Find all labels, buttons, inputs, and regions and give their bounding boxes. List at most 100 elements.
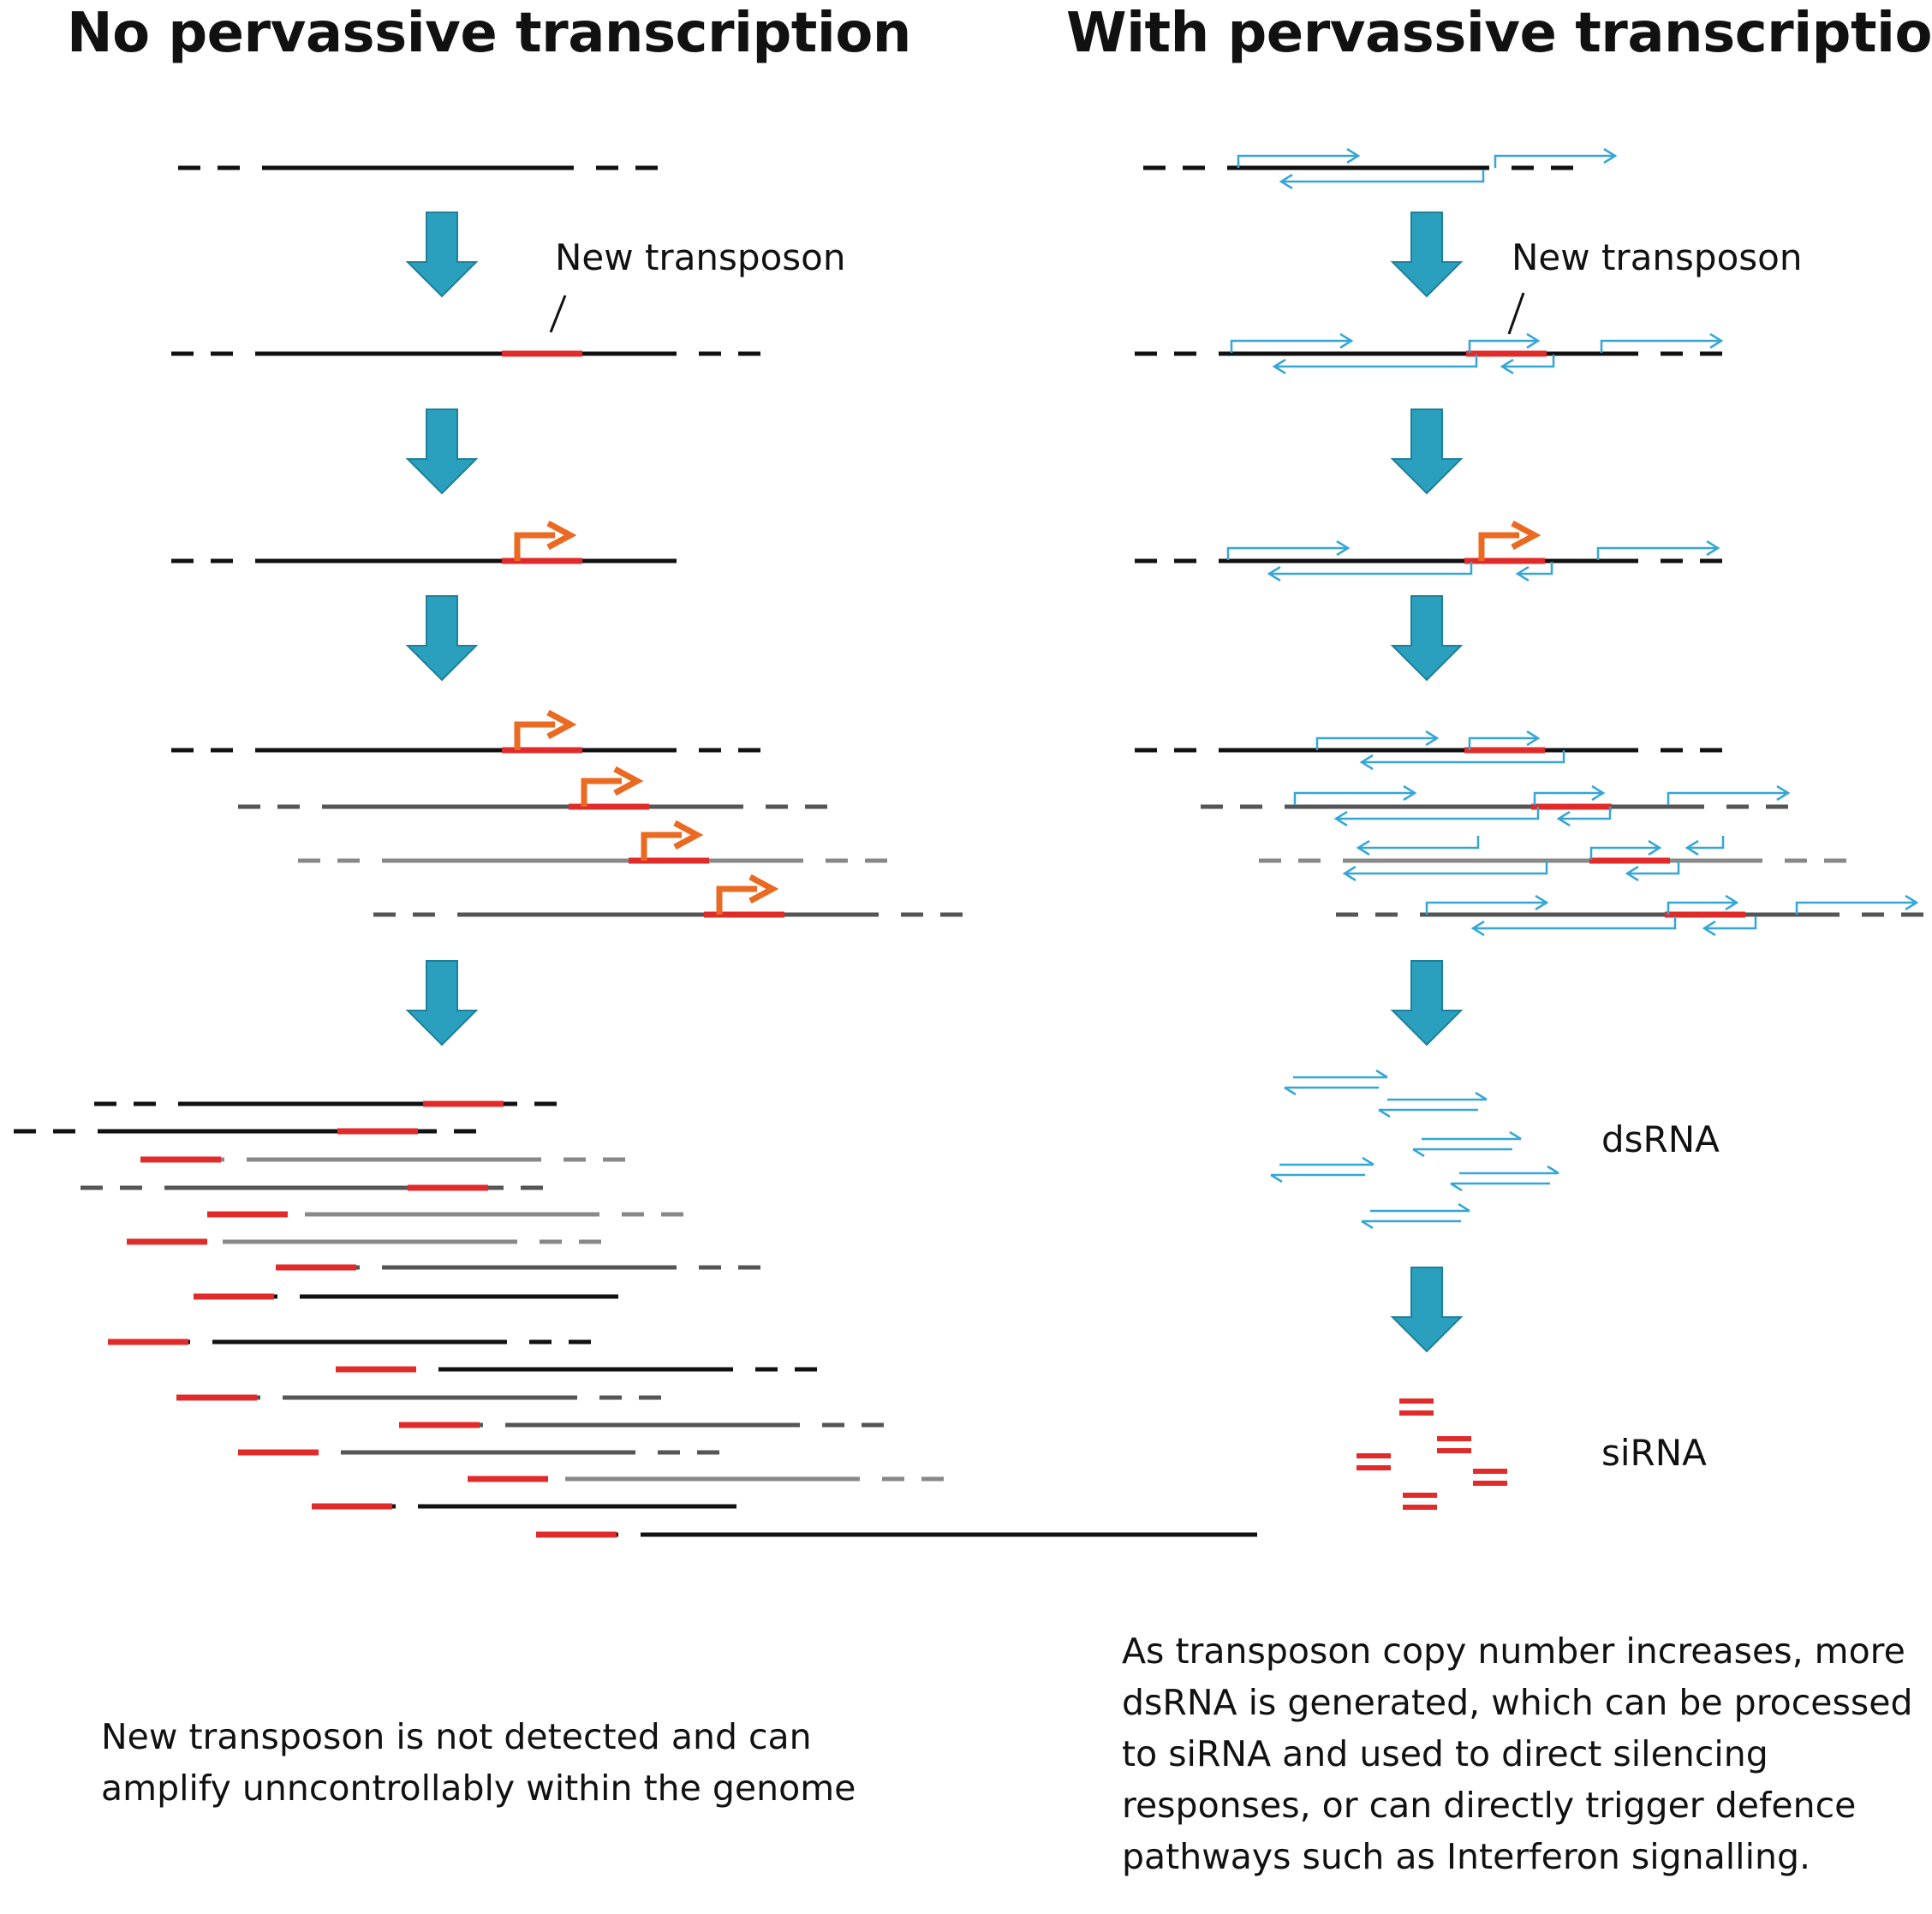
sirna-molecule	[1403, 1493, 1437, 1510]
caption-left: New transposon is not detected and can a…	[101, 1711, 957, 1814]
transcript-head	[1470, 920, 1485, 937]
transcript-line	[1237, 154, 1358, 168]
transcript-head	[1339, 332, 1354, 349]
transcript-head	[1725, 894, 1739, 911]
flow-down-arrow	[1390, 595, 1464, 682]
transcript-reverse	[1279, 170, 1485, 190]
transcript-reverse	[1356, 836, 1480, 856]
transcript-forward	[1795, 894, 1919, 915]
transcript-line	[1518, 562, 1553, 575]
flow-down-arrow	[1390, 408, 1464, 495]
transcript-head	[1279, 173, 1293, 190]
transcript-line	[1494, 154, 1615, 168]
promoter-arrow	[716, 874, 779, 915]
caption-right-line: responses, or can directly trigger defen…	[1122, 1785, 1857, 1826]
flow-down-arrow	[405, 960, 479, 1046]
transcript-reverse	[1500, 355, 1555, 375]
transcript-head	[1356, 839, 1370, 856]
transcript-head	[1591, 784, 1606, 802]
transcript-forward	[1667, 894, 1739, 915]
promoter-arrow	[1478, 520, 1541, 561]
transcript-line	[1345, 862, 1548, 875]
transcript-line	[1315, 736, 1437, 750]
promoter-stem	[1478, 532, 1519, 561]
flow-down-arrow	[405, 595, 479, 682]
title-no-pervasive-transcription: No pervassive transcription	[67, 2, 911, 65]
transcript-line	[1533, 791, 1603, 805]
transcript-forward	[1293, 784, 1417, 805]
transcript-head	[1526, 332, 1541, 349]
dsrna-strand	[1370, 1202, 1470, 1213]
transcript-line	[1274, 355, 1478, 368]
transcript-head	[1648, 839, 1662, 856]
dsrna-strand	[1459, 1165, 1559, 1175]
transcript-forward	[1589, 839, 1662, 860]
transcript-line	[1425, 901, 1547, 915]
transcript-head	[1500, 358, 1514, 375]
promoter-stem	[581, 778, 622, 807]
label-sirna: siRNA	[1601, 1432, 1707, 1474]
transcript-head	[1359, 754, 1374, 771]
caption-right: As transposon copy number increases, mor…	[1122, 1625, 1932, 1882]
flow-down-arrow	[1390, 1267, 1464, 1353]
promoter-head	[748, 874, 779, 904]
promoter-arrow	[514, 709, 577, 750]
transcript-forward	[1600, 332, 1724, 353]
transcript-line	[1667, 791, 1788, 805]
flow-down-arrow	[1390, 960, 1464, 1046]
transcript-reverse	[1515, 562, 1553, 582]
promoter-stem	[514, 532, 555, 561]
transcript-line	[1226, 546, 1348, 560]
transcript-head	[1905, 894, 1919, 911]
transcript-line	[1600, 339, 1721, 353]
transcript-head	[1556, 810, 1571, 827]
dsrna-strand	[1361, 1219, 1461, 1230]
transcript-reverse	[1267, 562, 1473, 582]
transcript-line	[1502, 355, 1555, 368]
transcript-head	[1346, 147, 1361, 164]
transcript-head	[1685, 839, 1699, 856]
caption-left-line: New transposon is not detected and can	[101, 1716, 812, 1757]
promoter-head	[613, 766, 644, 796]
dsrna-molecule	[1378, 1091, 1488, 1118]
transcript-head	[1342, 865, 1357, 882]
transcript-line	[1468, 339, 1538, 353]
transcript-line	[1627, 862, 1680, 875]
transcript-head	[1526, 730, 1541, 747]
transcript-forward	[1315, 730, 1440, 750]
transcript-head	[1272, 358, 1286, 375]
transcript-head	[1702, 920, 1716, 937]
flow-down-arrow	[405, 408, 479, 495]
transcript-head	[1425, 730, 1440, 747]
transcript-forward	[1494, 147, 1618, 168]
transcript-line	[1358, 836, 1480, 850]
transcript-line	[1559, 807, 1612, 820]
promoter-head	[1511, 520, 1541, 551]
dsrna-molecule	[1450, 1165, 1559, 1192]
transcript-reverse	[1333, 807, 1540, 827]
transcript-head	[1776, 784, 1791, 802]
transcript-forward	[1533, 784, 1606, 805]
label-pointer	[549, 295, 567, 333]
promoter-head	[546, 520, 577, 551]
transcript-line	[1704, 916, 1757, 930]
transcript-line	[1687, 836, 1725, 850]
transcript-line	[1230, 339, 1351, 353]
title-with-pervasive-transcription: With pervassive transcription	[1066, 2, 1932, 65]
transcript-reverse	[1470, 916, 1677, 937]
transcript-line	[1795, 901, 1917, 915]
transcript-head	[1267, 565, 1281, 582]
dsrna-molecule	[1284, 1069, 1388, 1096]
transcript-forward	[1596, 540, 1720, 560]
transcript-forward	[1468, 730, 1541, 750]
transcript-line	[1596, 546, 1718, 560]
transcript-forward	[1226, 540, 1351, 560]
dsrna-strand	[1378, 1108, 1478, 1118]
transcript-reverse	[1272, 355, 1478, 375]
transcript-line	[1468, 736, 1538, 750]
dsrna-strand	[1412, 1148, 1512, 1158]
label-new-transposon-right: New transposon	[1512, 236, 1803, 278]
dsrna-strand	[1279, 1156, 1374, 1166]
